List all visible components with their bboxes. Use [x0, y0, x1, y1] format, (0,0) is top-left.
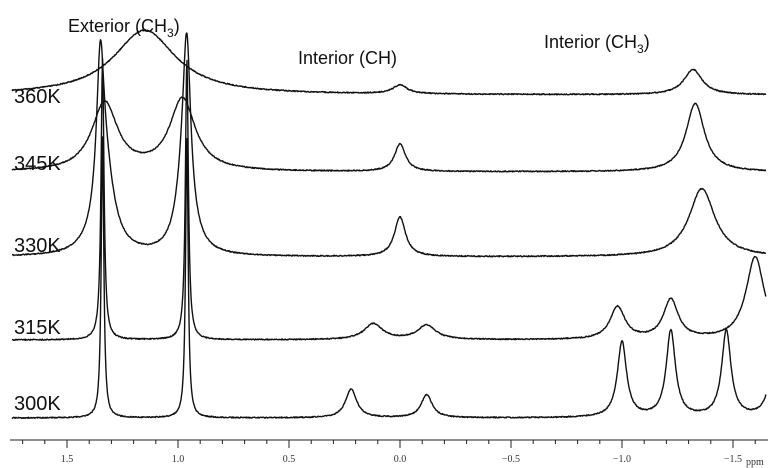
spectrum-trace-360K — [11, 28, 767, 96]
temperature-label-300K: 300K — [14, 393, 61, 415]
peak-region-annotations: Exterior (CH3) Interior (CH) Interior (C… — [68, 16, 650, 68]
annotation-interior-ch3: Interior (CH3) — [544, 32, 650, 56]
x-axis: 1.5 1.0 0.5 0.0 −0.5 −1.0 −1.5 ppm — [10, 439, 768, 468]
x-tick-label: −0.5 — [502, 454, 520, 465]
spectrum-trace-345K — [11, 96, 767, 173]
spectrum-trace-300K — [11, 136, 767, 420]
temperature-label-330K: 330K — [14, 235, 61, 257]
annotation-exterior-ch3: Exterior (CH3) — [68, 16, 180, 40]
x-tick-label: −1.5 — [724, 454, 742, 465]
x-tick-label: 0.0 — [394, 454, 407, 465]
x-axis-unit-label: ppm — [746, 457, 764, 468]
x-tick-label: 1.5 — [61, 454, 74, 465]
x-tick-label: 0.5 — [283, 454, 296, 465]
temperature-label-345K: 345K — [14, 153, 61, 175]
x-axis-ticks: 1.5 1.0 0.5 0.0 −0.5 −1.0 −1.5 — [22, 440, 756, 465]
temperature-label-315K: 315K — [14, 317, 61, 339]
temperature-labels: 360K 345K 330K 315K 300K — [14, 86, 61, 415]
x-tick-label: −1.0 — [613, 454, 631, 465]
annotation-interior-ch: Interior (CH) — [298, 48, 397, 68]
x-tick-label: 1.0 — [172, 454, 185, 465]
temperature-label-360K: 360K — [14, 86, 61, 108]
spectra-traces — [11, 28, 767, 420]
spectrum-trace-330K — [11, 32, 767, 258]
spectrum-trace-315K — [11, 57, 767, 341]
